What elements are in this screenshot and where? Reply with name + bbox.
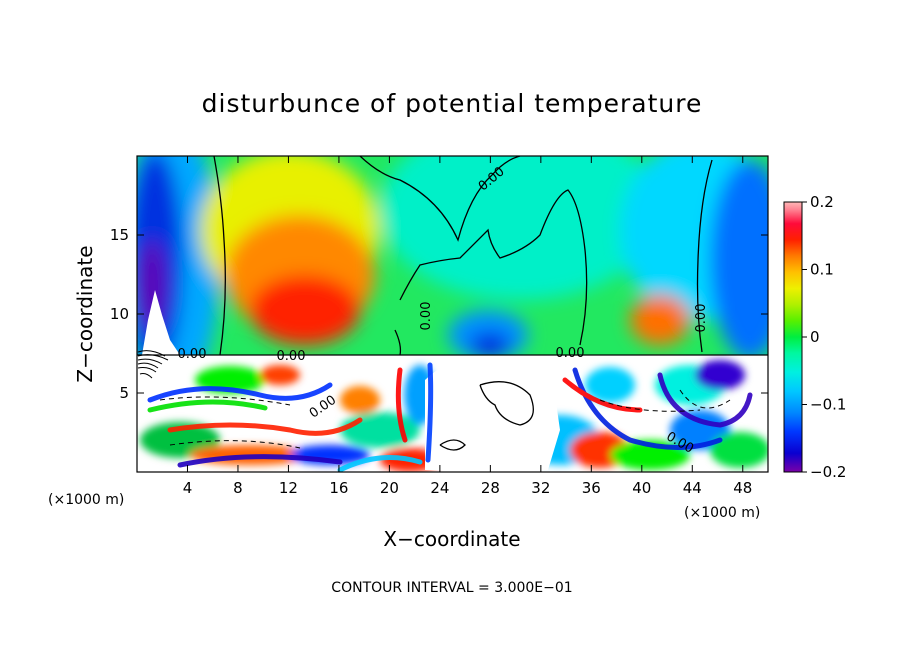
x-axis: 4 8 12 16 20 24 28 32 36 40 44 48 bbox=[183, 156, 752, 497]
x-unit-right: (×1000 m) bbox=[684, 505, 760, 521]
y-tick-label: 10 bbox=[110, 305, 129, 323]
colorbar-tick-label: 0.1 bbox=[810, 261, 834, 279]
y-axis-label: Z−coordinate bbox=[73, 245, 97, 382]
contour-label: 0.00 bbox=[694, 304, 709, 333]
colorbar-tick-label: 0.2 bbox=[810, 193, 834, 211]
y-axis: 5 10 15 bbox=[110, 226, 768, 402]
y-tick-label: 5 bbox=[119, 384, 129, 402]
x-unit-left: (×1000 m) bbox=[48, 492, 124, 508]
contour-labels: 0.00 0.00 0.00 0.00 0.00 0.00 0.00 0.00 bbox=[178, 164, 709, 456]
colorbar-tick-label: −0.2 bbox=[810, 463, 846, 481]
colorbar-gradient bbox=[783, 201, 803, 473]
x-tick-label: 4 bbox=[183, 479, 193, 497]
x-tick-label: 32 bbox=[531, 479, 550, 497]
colorbar: 0.2 0.1 0 −0.1 −0.2 bbox=[783, 193, 846, 481]
x-axis-label: X−coordinate bbox=[383, 527, 520, 551]
x-tick-label: 44 bbox=[683, 479, 702, 497]
x-tick-label: 40 bbox=[632, 479, 651, 497]
heatmap-field bbox=[137, 156, 768, 472]
contour-interval-note: CONTOUR INTERVAL = 3.000E−01 bbox=[331, 580, 572, 596]
x-tick-label: 20 bbox=[380, 479, 399, 497]
chart-title: disturbunce of potential temperature bbox=[202, 89, 703, 118]
x-tick-label: 8 bbox=[233, 479, 243, 497]
contour-label: 0.00 bbox=[556, 346, 585, 361]
colorbar-ticks: 0.2 0.1 0 −0.1 −0.2 bbox=[802, 193, 846, 481]
contour-label: 0.00 bbox=[419, 302, 434, 331]
x-tick-label: 48 bbox=[733, 479, 752, 497]
x-tick-label: 16 bbox=[329, 479, 348, 497]
x-tick-label: 12 bbox=[279, 479, 298, 497]
x-tick-label: 36 bbox=[582, 479, 601, 497]
x-tick-label: 28 bbox=[481, 479, 500, 497]
x-tick-label: 24 bbox=[430, 479, 449, 497]
contour-label: 0.00 bbox=[277, 349, 306, 364]
colorbar-tick-label: 0 bbox=[810, 328, 820, 346]
colorbar-tick-label: −0.1 bbox=[810, 396, 846, 414]
contour-label: 0.00 bbox=[178, 347, 207, 362]
y-tick-label: 15 bbox=[110, 226, 129, 244]
